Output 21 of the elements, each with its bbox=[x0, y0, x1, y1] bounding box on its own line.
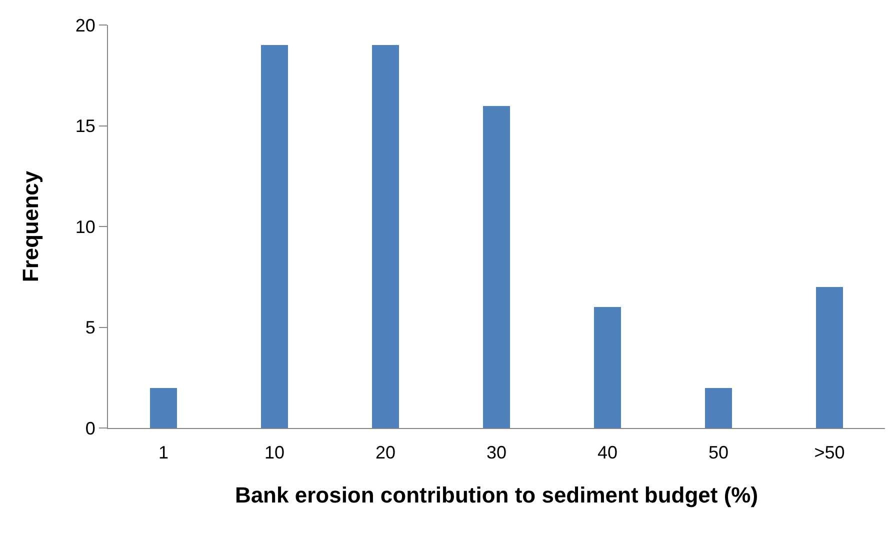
x-tick-label: 20 bbox=[375, 442, 396, 463]
x-tick-label: >50 bbox=[814, 442, 845, 463]
bar bbox=[483, 106, 510, 428]
y-tick-label: 5 bbox=[85, 318, 96, 338]
x-axis-title: Bank erosion contribution to sediment budget (%) bbox=[234, 482, 758, 508]
bar bbox=[372, 45, 399, 428]
y-tick-label: 20 bbox=[75, 15, 96, 36]
x-tick-label: 30 bbox=[486, 442, 507, 463]
x-tick-label: 50 bbox=[708, 442, 729, 463]
x-tick-label: 1 bbox=[158, 442, 169, 463]
x-tick-label: 10 bbox=[264, 442, 285, 463]
y-tick-label: 15 bbox=[75, 116, 96, 136]
bar bbox=[594, 307, 621, 428]
bar bbox=[816, 287, 843, 428]
y-tick-label: 0 bbox=[85, 418, 96, 438]
bar bbox=[705, 388, 732, 428]
y-tick-label: 10 bbox=[75, 216, 96, 237]
x-tick-label: 40 bbox=[597, 442, 618, 463]
y-axis-title: Frequency bbox=[18, 170, 44, 282]
bar bbox=[150, 388, 177, 428]
bar bbox=[261, 45, 288, 428]
